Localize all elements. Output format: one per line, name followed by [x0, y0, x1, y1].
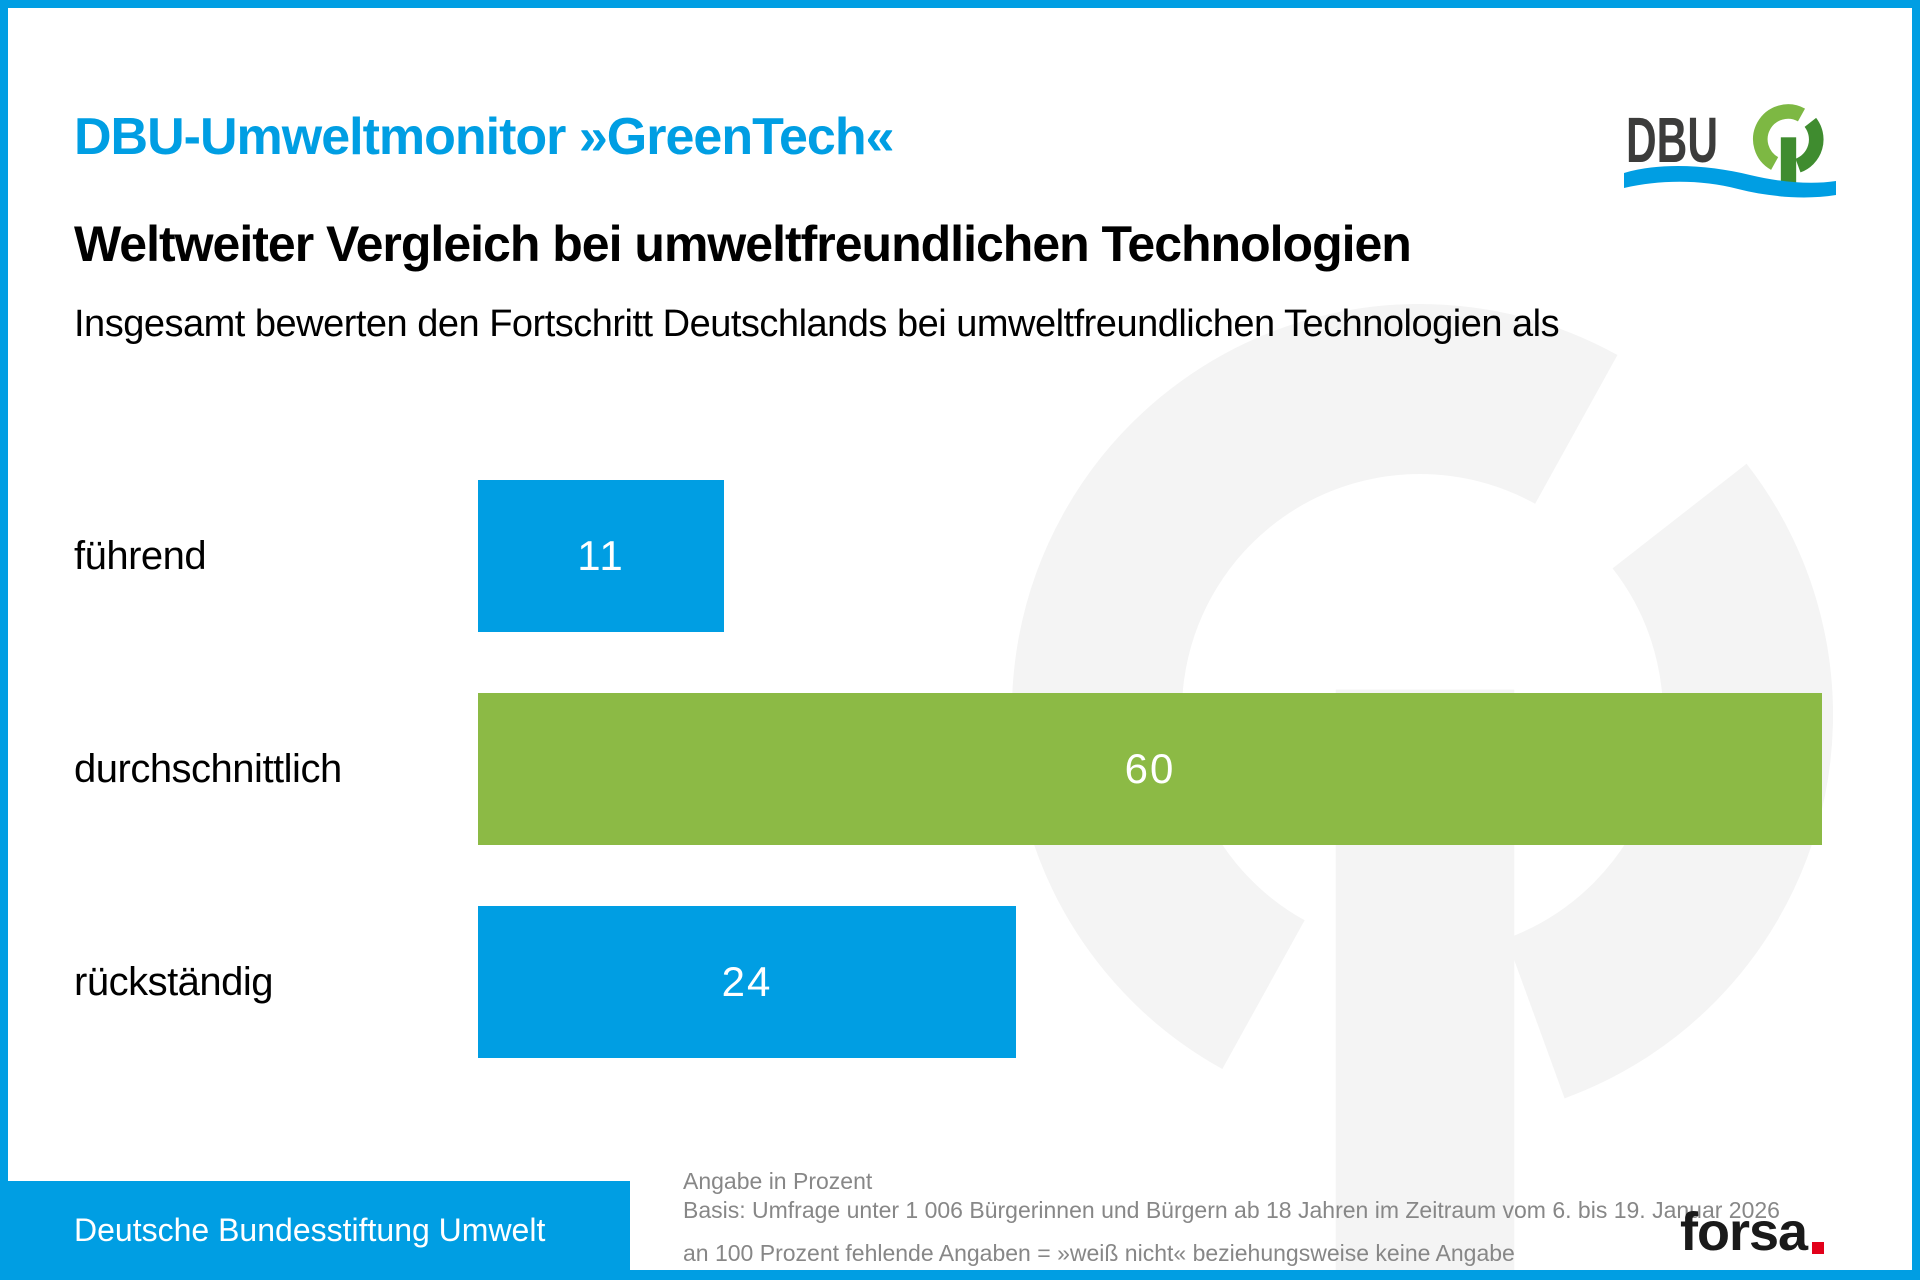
page-border-top [0, 0, 1920, 8]
bar: 24 [478, 906, 1016, 1058]
footer-org-box: Deutsche Bundesstiftung Umwelt [0, 1181, 630, 1280]
bar-value-label: 60 [1124, 745, 1176, 792]
bar: 60 [478, 693, 1822, 845]
bar-value-label: 11 [577, 532, 625, 579]
dbu-wordmark: DBU [1626, 104, 1718, 176]
category-label: rückständig [74, 959, 274, 1004]
footnote-missing: an 100 Prozent fehlende Angaben = »weiß … [683, 1240, 1515, 1266]
dbu-logo: DBU [1624, 104, 1836, 198]
category-label: führend [74, 533, 207, 578]
footnote-basis: Basis: Umfrage unter 1 006 Bürgerinnen u… [683, 1197, 1780, 1223]
category-label: durchschnittlich [74, 746, 342, 791]
page-border-left [0, 0, 8, 1280]
page-border-bottom [0, 1270, 1920, 1280]
bar: 11 [478, 480, 724, 632]
footer-org-label: Deutsche Bundesstiftung Umwelt [74, 1212, 546, 1248]
page-title: DBU-Umweltmonitor »GreenTech« [74, 108, 895, 166]
bar-value-label: 24 [721, 958, 773, 1005]
footnote-unit: Angabe in Prozent [683, 1168, 873, 1194]
page-border-right [1912, 0, 1920, 1280]
forsa-logo: forsa [1680, 1202, 1825, 1262]
page-subtitle: Insgesamt bewerten den Fortschritt Deuts… [74, 303, 1560, 345]
page-heading: Weltweiter Vergleich bei umweltfreundlic… [74, 216, 1412, 272]
forsa-wordmark: forsa [1680, 1202, 1808, 1262]
logo-wave-icon [1624, 166, 1836, 198]
forsa-dot-icon [1812, 1242, 1825, 1254]
